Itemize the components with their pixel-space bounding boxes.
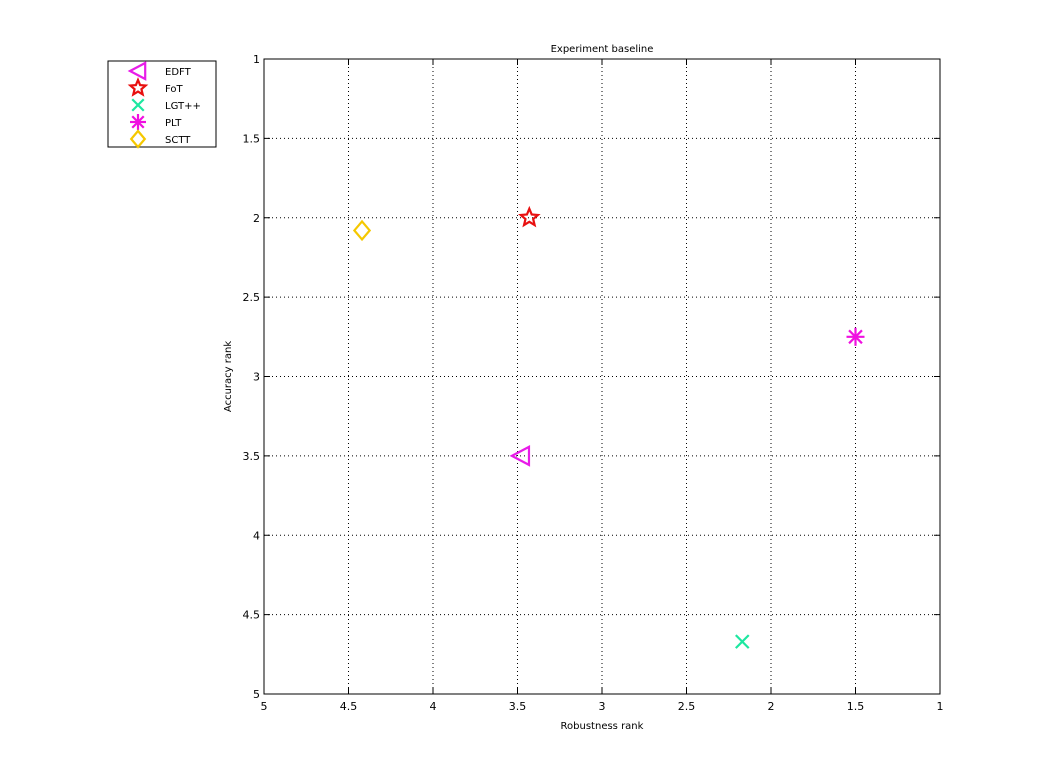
y-tick-label: 3.5 [243, 450, 261, 463]
x-tick-label: 1 [937, 700, 944, 713]
y-axis-label: Accuracy rank [223, 341, 234, 412]
legend-label: LGT++ [165, 101, 201, 112]
data-point-lgt- [735, 634, 750, 649]
x-axis-label: Robustness rank [561, 721, 644, 732]
data-markers [352, 205, 865, 649]
data-point-edft [509, 445, 531, 467]
y-tick-label: 4.5 [243, 609, 261, 622]
legend-label: EDFT [165, 67, 192, 78]
y-tick-label: 3 [253, 371, 260, 384]
y-tick-label: 4 [253, 529, 260, 542]
y-tick-label: 5 [253, 688, 260, 701]
legend-marker-edft [127, 61, 147, 81]
data-point-sctt [352, 219, 372, 242]
legend-marker-sctt [129, 129, 147, 149]
x-tick-label: 4.5 [340, 700, 358, 713]
x-tick-label: 3.5 [509, 700, 527, 713]
x-tick-label: 2.5 [678, 700, 696, 713]
y-tick-label: 2 [253, 212, 260, 225]
legend-label: FoT [165, 84, 184, 95]
chart-title: Experiment baseline [551, 44, 654, 55]
gridlines [264, 59, 940, 694]
data-point-fot [518, 205, 541, 228]
legend-label: PLT [165, 118, 182, 129]
legend-marker-lgt- [131, 98, 145, 112]
y-tick-label: 1 [253, 53, 260, 66]
x-tick-label: 3 [599, 700, 606, 713]
y-tick-label: 2.5 [243, 291, 261, 304]
x-tick-label: 2 [768, 700, 775, 713]
data-point-plt [846, 327, 865, 346]
x-tick-label: 5 [261, 700, 268, 713]
legend: EDFT FoT LGT++ PLT SCTT [107, 60, 217, 149]
axis-ticks: 5 4.5 4 3.5 3 2.5 2 1.5 1 1 1.5 2 2.5 3 3.5 4 4.5 5 [243, 53, 944, 713]
legend-label: SCTT [165, 135, 191, 146]
legend-marker-fot [127, 77, 149, 97]
x-tick-label: 1.5 [847, 700, 865, 713]
legend-box [107, 60, 217, 148]
legend-marker-plt [130, 114, 146, 130]
x-tick-label: 4 [430, 700, 437, 713]
y-tick-label: 1.5 [243, 132, 261, 145]
